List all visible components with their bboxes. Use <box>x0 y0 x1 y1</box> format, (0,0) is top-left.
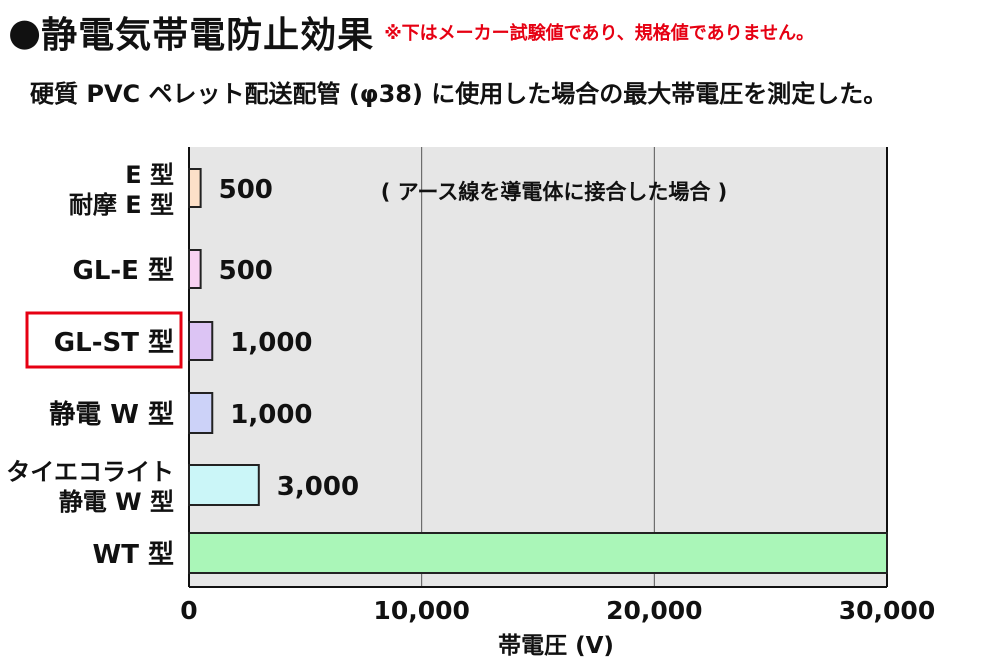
bar <box>188 168 202 208</box>
value-label: 1,000 <box>230 328 312 358</box>
bar <box>188 392 214 434</box>
page-subtitle: 硬質 PVC ペレット配送配管 (φ38) に使用した場合の最大帯電圧を測定した… <box>30 80 888 108</box>
header: ●静電気帯電防止効果 ※下はメーカー試験値であり、規格値でありません。 <box>8 6 814 58</box>
category-label: WT 型 <box>93 540 174 570</box>
value-label: 1,000 <box>230 400 312 430</box>
category-label: 静電 W 型 <box>59 488 174 516</box>
category-label: 耐摩 E 型 <box>69 191 174 219</box>
title-bullet: ● <box>8 10 42 54</box>
category-label: 静電 W 型 <box>49 399 174 430</box>
bar <box>188 464 260 506</box>
x-tick-label: 20,000 <box>606 596 702 625</box>
value-label: 500 <box>219 256 273 286</box>
x-axis-label: 帯電圧 (V) <box>498 632 614 659</box>
x-tick-label: 0 <box>180 596 197 625</box>
category-label: E 型 <box>125 161 174 189</box>
chart-annotation: ( アース線を導電体に接合した場合 ) <box>381 180 728 204</box>
category-label: GL-ST 型 <box>54 328 174 358</box>
x-tick-label: 10,000 <box>373 596 469 625</box>
page-title: 静電気帯電防止効果 <box>41 15 375 56</box>
x-tick-label: 30,000 <box>839 596 935 625</box>
plot-area <box>189 147 887 587</box>
disclaimer-note: ※下はメーカー試験値であり、規格値でありません。 <box>384 23 815 44</box>
bar <box>188 321 214 361</box>
bar <box>188 532 888 574</box>
category-label: GL-E 型 <box>72 256 174 286</box>
bar <box>188 249 202 289</box>
category-label: タイエコライト <box>6 458 174 486</box>
value-label: 500 <box>219 175 273 205</box>
highlight-box <box>25 311 183 369</box>
value-label: 3,000 <box>277 472 359 502</box>
